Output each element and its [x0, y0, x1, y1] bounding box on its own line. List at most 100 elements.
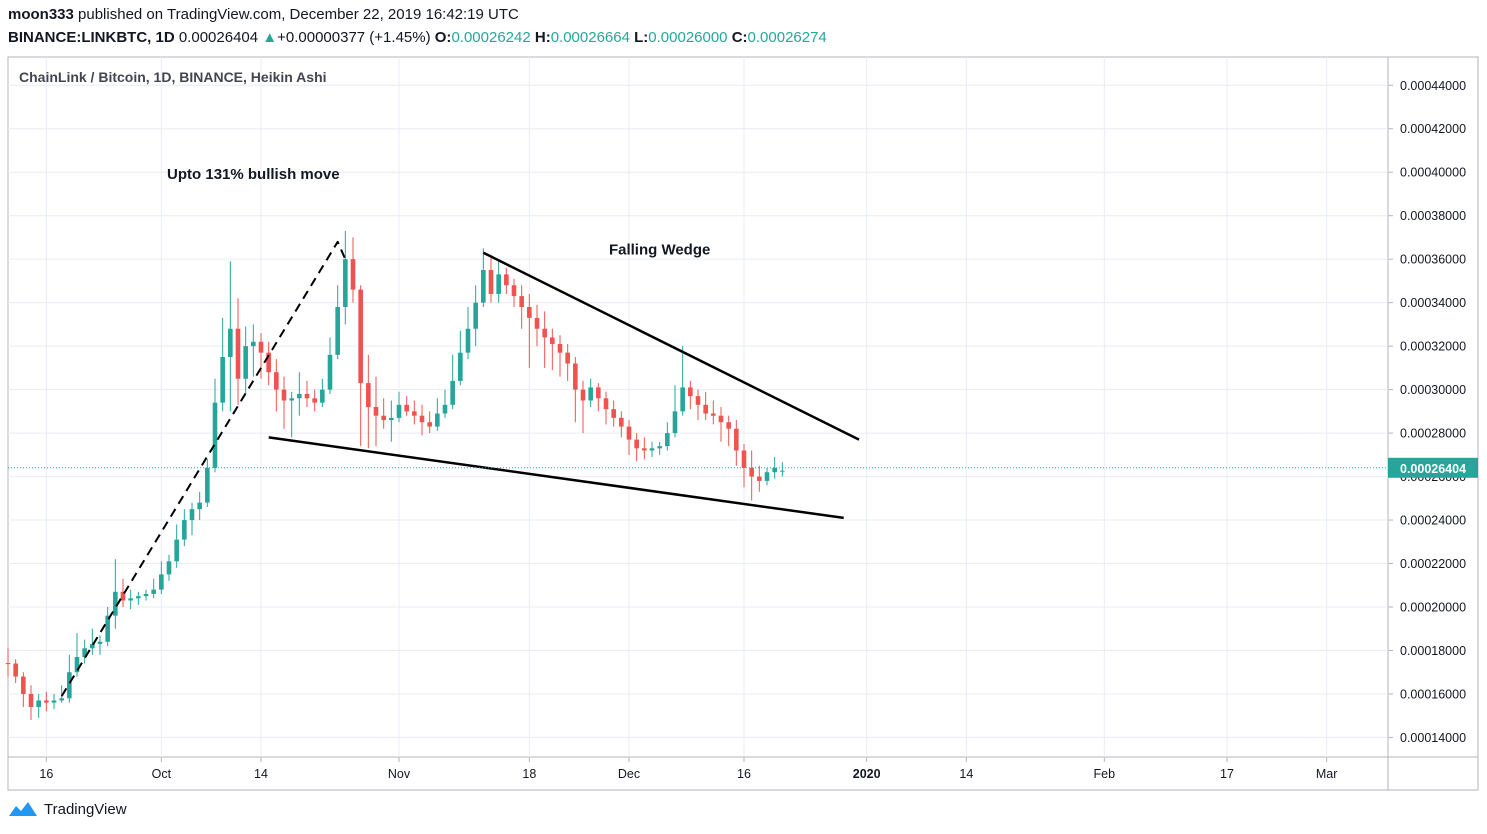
candle[interactable] [197, 491, 202, 521]
candle[interactable] [580, 380, 586, 434]
candle[interactable] [159, 561, 164, 594]
annotation-text[interactable]: Falling Wedge [609, 241, 710, 258]
candle[interactable] [596, 383, 601, 412]
candle[interactable] [419, 404, 425, 436]
candle[interactable] [82, 639, 87, 664]
candle[interactable] [97, 635, 103, 655]
candle[interactable] [166, 554, 172, 581]
candle[interactable] [757, 465, 762, 492]
candle[interactable] [711, 400, 716, 425]
candle[interactable] [13, 659, 18, 684]
candle[interactable] [304, 380, 310, 407]
time-axis[interactable]: 16 Oct 14 Nov 18 Dec 16 2020 14 Feb 17 Mar [39, 757, 1337, 781]
candle[interactable] [5, 648, 11, 677]
candle[interactable] [749, 450, 754, 501]
candle[interactable] [335, 285, 340, 360]
candle[interactable] [235, 298, 241, 405]
candle[interactable] [657, 441, 662, 455]
candle[interactable] [534, 304, 540, 347]
candle[interactable] [404, 396, 409, 416]
candle[interactable] [695, 389, 701, 421]
candle[interactable] [672, 385, 678, 438]
price-axis[interactable]: 0.00014000 0.00016000 0.00018000 0.00020000… [1388, 79, 1466, 745]
candle[interactable] [634, 433, 639, 462]
candle[interactable] [320, 378, 325, 407]
candle[interactable] [143, 589, 149, 601]
candle[interactable] [358, 285, 363, 447]
candle[interactable] [557, 335, 563, 377]
candle[interactable] [289, 391, 294, 438]
candle[interactable] [519, 285, 524, 329]
candle[interactable] [465, 307, 471, 360]
candle[interactable] [626, 420, 632, 455]
candle[interactable] [182, 509, 187, 547]
candle[interactable] [281, 376, 287, 429]
candle[interactable] [527, 293, 532, 368]
candle[interactable] [28, 685, 34, 721]
candle[interactable] [442, 389, 448, 418]
candle[interactable] [511, 278, 517, 307]
candle[interactable] [44, 691, 49, 712]
candle[interactable] [51, 693, 57, 710]
drawings[interactable]: Upto 131% bullish move Falling Wedge [60, 166, 860, 697]
candle[interactable] [151, 578, 156, 599]
candle[interactable] [772, 457, 777, 479]
candle[interactable] [373, 376, 379, 447]
candle[interactable] [266, 341, 271, 386]
candle[interactable] [718, 407, 724, 442]
candle[interactable] [780, 462, 785, 477]
candle[interactable] [212, 378, 218, 473]
candle[interactable] [726, 415, 731, 447]
candle[interactable] [412, 400, 417, 425]
candle[interactable] [427, 411, 432, 434]
candle[interactable] [59, 685, 64, 703]
candle[interactable] [105, 607, 110, 647]
candle[interactable] [473, 285, 478, 347]
candle[interactable] [36, 693, 41, 718]
candle[interactable] [21, 672, 26, 707]
candle[interactable] [680, 346, 685, 416]
candle[interactable] [274, 359, 279, 412]
candle[interactable] [396, 391, 402, 423]
candle[interactable] [297, 372, 302, 416]
candle[interactable] [251, 324, 256, 377]
candle[interactable] [565, 343, 570, 381]
candle[interactable] [734, 420, 739, 466]
bullish-move-dashed-line[interactable] [60, 240, 347, 697]
wedge-trend-line[interactable] [268, 436, 844, 520]
candle[interactable] [542, 311, 547, 368]
candle[interactable] [128, 589, 133, 610]
candle[interactable] [550, 328, 555, 371]
author-name[interactable]: moon333 [8, 6, 74, 23]
candle[interactable] [258, 333, 264, 379]
candle[interactable] [481, 248, 486, 307]
candle[interactable] [113, 559, 118, 629]
footer-brand[interactable]: TradingView [8, 800, 127, 818]
candles[interactable] [5, 230, 785, 721]
candle[interactable] [174, 524, 179, 568]
candle[interactable] [649, 441, 655, 457]
candle[interactable] [435, 398, 440, 431]
candle[interactable] [205, 459, 210, 507]
candle[interactable] [588, 378, 593, 407]
candle[interactable] [243, 326, 248, 394]
candle[interactable] [450, 354, 455, 410]
candle[interactable] [741, 443, 747, 488]
candle[interactable] [327, 337, 333, 394]
candle[interactable] [312, 389, 317, 412]
candle[interactable] [703, 391, 708, 421]
candle[interactable] [90, 628, 95, 655]
candle[interactable] [665, 422, 670, 451]
candle[interactable] [220, 317, 225, 412]
candle[interactable] [366, 354, 371, 449]
annotation-text[interactable]: Upto 131% bullish move [167, 166, 340, 183]
candle[interactable] [343, 230, 348, 325]
candle[interactable] [120, 578, 126, 607]
candle[interactable] [688, 380, 693, 410]
candle[interactable] [389, 400, 394, 442]
candle[interactable] [136, 591, 141, 605]
wedge-trend-line[interactable] [482, 251, 860, 441]
candle[interactable] [381, 398, 386, 429]
candle[interactable] [488, 254, 494, 303]
